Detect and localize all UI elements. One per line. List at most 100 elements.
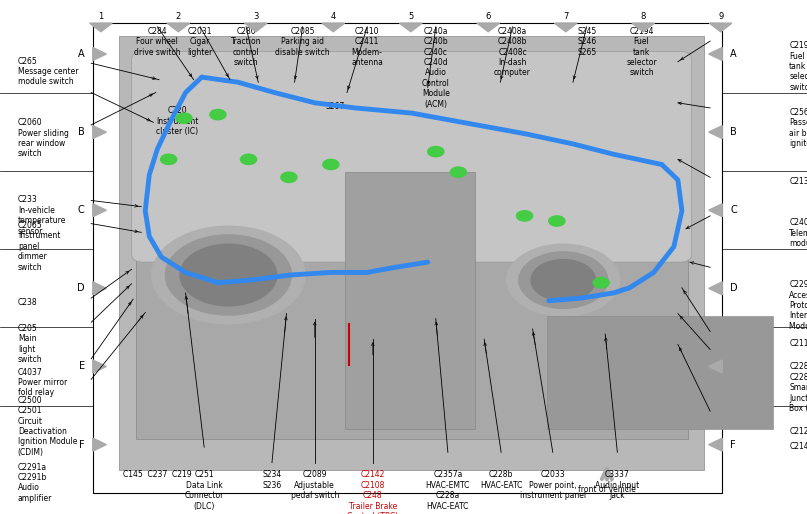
Text: C2500
C2501
Circuit
Deactivation
Ignition Module
(CDIM): C2500 C2501 Circuit Deactivation Ignitio… (18, 396, 77, 457)
Text: C233
In-vehicle
temperature
sensor: C233 In-vehicle temperature sensor (18, 195, 66, 235)
Text: 2: 2 (176, 11, 181, 21)
Text: 6: 6 (486, 11, 491, 21)
Text: C212: C212 (789, 427, 807, 436)
Text: C2291a
C2291b
Audio
amplifier: C2291a C2291b Audio amplifier (18, 463, 52, 503)
Text: C205
Main
light
switch: C205 Main light switch (18, 324, 43, 364)
Polygon shape (322, 23, 345, 32)
Bar (119, 36, 704, 470)
Text: C238: C238 (18, 298, 37, 307)
Text: 7: 7 (563, 11, 568, 21)
Circle shape (519, 252, 608, 308)
Text: C228b
HVAC-EATC: C228b HVAC-EATC (480, 470, 522, 490)
Text: C2065
Instrument
panel
dimmer
switch: C2065 Instrument panel dimmer switch (18, 221, 61, 271)
Text: E: E (730, 361, 737, 372)
Text: C214: C214 (789, 442, 807, 451)
Text: 3: 3 (253, 11, 258, 21)
Polygon shape (477, 23, 500, 32)
Polygon shape (93, 438, 107, 451)
Bar (547, 316, 773, 429)
Text: F: F (79, 439, 85, 450)
Circle shape (240, 154, 257, 164)
Polygon shape (709, 204, 722, 217)
Polygon shape (90, 23, 112, 32)
Circle shape (516, 211, 533, 221)
Text: C2298
Accessory
Protocol
Interface
Module (APIM): C2298 Accessory Protocol Interface Modul… (789, 280, 807, 331)
Circle shape (593, 278, 609, 288)
Text: D: D (77, 283, 85, 293)
Text: C284
Four wheel
drive switch: C284 Four wheel drive switch (134, 27, 181, 57)
Text: C3337
Audio Input
Jack: C3337 Audio Input Jack (596, 470, 639, 500)
Text: C2280a
C2280b
Smart
Junction
Box (SJB): C2280a C2280b Smart Junction Box (SJB) (789, 362, 807, 413)
Text: C4037
Power mirror
fold relay: C4037 Power mirror fold relay (18, 368, 67, 397)
Text: C2031
Cigar
lighter: C2031 Cigar lighter (187, 27, 213, 57)
Circle shape (323, 159, 339, 170)
Circle shape (428, 146, 444, 157)
Polygon shape (93, 125, 107, 139)
Text: C2408a
C2408b
C2408c
In-dash
computer: C2408a C2408b C2408c In-dash computer (494, 27, 531, 77)
Circle shape (531, 260, 596, 301)
Text: C: C (78, 205, 85, 215)
Text: C2089
Adjustable
pedal switch: C2089 Adjustable pedal switch (291, 470, 339, 500)
Circle shape (165, 235, 291, 315)
Text: C2060
Power sliding
rear window
switch: C2060 Power sliding rear window switch (18, 118, 69, 158)
Text: B: B (78, 127, 85, 137)
Text: S234
S236: S234 S236 (262, 470, 282, 490)
Polygon shape (93, 282, 107, 295)
Text: S267: S267 (325, 102, 345, 111)
Text: S245
S246
S265: S245 S246 S265 (577, 27, 596, 57)
Text: C2194
Fuel
tank
selector
switch: C2194 Fuel tank selector switch (626, 27, 657, 77)
Text: C2194
Fuel
tank
selector
switch: C2194 Fuel tank selector switch (789, 41, 807, 91)
Text: C256
Passenger
air bag
igniter: C256 Passenger air bag igniter (789, 108, 807, 148)
Circle shape (281, 172, 297, 182)
Text: 5: 5 (408, 11, 413, 21)
Polygon shape (709, 282, 722, 295)
Circle shape (549, 216, 565, 226)
Text: D: D (730, 283, 738, 293)
Polygon shape (709, 125, 722, 139)
Text: C2357a
HVAC-EMTC
C228a
HVAC-EATC: C2357a HVAC-EMTC C228a HVAC-EATC (426, 470, 470, 510)
Polygon shape (245, 23, 267, 32)
Text: C240a
C240b
C240c
C240d
Audio
Control
Module
(ACM): C240a C240b C240c C240d Audio Control Mo… (422, 27, 449, 108)
Text: E: E (78, 361, 85, 372)
Bar (345, 172, 475, 429)
Circle shape (450, 167, 466, 177)
Text: 9: 9 (718, 11, 723, 21)
Polygon shape (632, 23, 654, 32)
FancyBboxPatch shape (132, 51, 692, 262)
Bar (93, 23, 722, 493)
Text: 1: 1 (98, 11, 103, 21)
Text: A: A (730, 49, 737, 59)
Polygon shape (167, 23, 190, 32)
Text: B: B (730, 127, 737, 137)
Polygon shape (709, 23, 732, 32)
Text: 8: 8 (641, 11, 646, 21)
Circle shape (507, 244, 620, 316)
Text: C251
Data Link
Connector
(DLC): C251 Data Link Connector (DLC) (185, 470, 224, 510)
Text: C220
Instrument
cluster (IC): C220 Instrument cluster (IC) (157, 106, 199, 136)
Polygon shape (709, 47, 722, 61)
Text: C211: C211 (789, 339, 807, 348)
Polygon shape (709, 438, 722, 451)
Polygon shape (554, 23, 577, 32)
Circle shape (210, 109, 226, 120)
Text: A: A (78, 49, 85, 59)
Polygon shape (399, 23, 422, 32)
Text: C2410
C2411
Modem-
antenna: C2410 C2411 Modem- antenna (351, 27, 383, 67)
Text: C213: C213 (789, 177, 807, 187)
Text: C2409
Telematics
module: C2409 Telematics module (789, 218, 807, 248)
Text: C2033
Power point,
instrument panel: C2033 Power point, instrument panel (520, 470, 586, 500)
Circle shape (152, 226, 305, 324)
Text: C2142
C2108
C248
Trailer Brake
Control (TBC)
module: C2142 C2108 C248 Trailer Brake Control (… (347, 470, 399, 514)
Text: 4: 4 (331, 11, 336, 21)
Bar (136, 72, 688, 439)
Text: front of vehicle: front of vehicle (578, 485, 636, 494)
Text: C: C (730, 205, 737, 215)
Text: F: F (730, 439, 736, 450)
Text: C265
Message center
module switch: C265 Message center module switch (18, 57, 78, 86)
Polygon shape (709, 360, 722, 373)
Text: C145  C237  C219: C145 C237 C219 (123, 470, 192, 480)
Text: C2085
Parking aid
disable switch: C2085 Parking aid disable switch (275, 27, 330, 57)
Circle shape (161, 154, 177, 164)
Polygon shape (93, 360, 107, 373)
Circle shape (180, 244, 277, 306)
